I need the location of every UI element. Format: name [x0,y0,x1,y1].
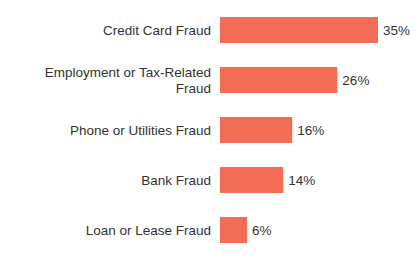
svg-text:16%: 16% [297,123,324,138]
svg-text:Employment or Tax-RelatedFraud: Employment or Tax-RelatedFraud [45,65,211,96]
svg-text:35%: 35% [383,23,410,38]
svg-text:14%: 14% [288,173,315,188]
svg-text:Phone or Utilities Fraud: Phone or Utilities Fraud [70,123,211,138]
svg-text:Bank Fraud: Bank Fraud [141,173,211,188]
svg-text:6%: 6% [252,223,272,238]
svg-text:Credit Card Fraud: Credit Card Fraud [103,23,211,38]
svg-text:26%: 26% [342,73,369,88]
svg-text:Loan or Lease Fraud: Loan or Lease Fraud [86,223,211,238]
